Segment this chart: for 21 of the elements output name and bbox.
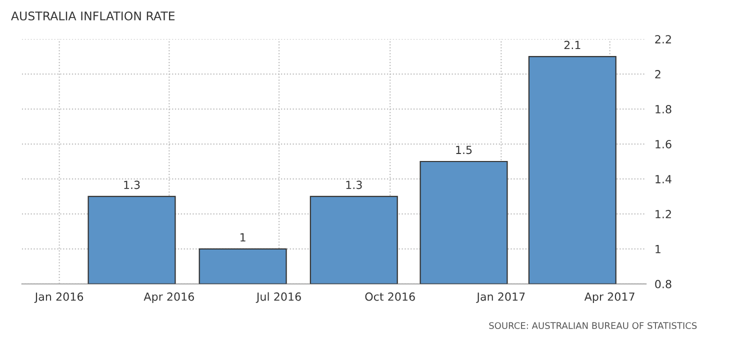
- x-tick-label: Jan 2016: [34, 292, 84, 303]
- y-tick-label: 1: [656, 245, 660, 254]
- x-tick-label: Oct 2016: [365, 292, 415, 301]
- y-tick-label: 2: [655, 70, 660, 78]
- y-tick-label: 1.2: [656, 210, 671, 218]
- y-tick-label: 1.8: [656, 105, 672, 114]
- x-tick-label: Jan 2017: [476, 292, 525, 303]
- data-label: 1.5: [456, 146, 472, 154]
- source-note: SOURCE: AUSTRALIAN BUREAU OF STATISTICS: [489, 322, 697, 330]
- data-label: 1.3: [124, 180, 140, 190]
- data-label: 2.1: [564, 40, 580, 50]
- x-tick-label: Apr 2016: [144, 292, 194, 303]
- chart-title: AUSTRALIA INFLATION RATE: [11, 11, 175, 20]
- y-tick-label: 1.4: [656, 175, 672, 184]
- y-tick-label: 0.8: [655, 280, 672, 288]
- x-tick-label: Apr 2017: [584, 292, 634, 303]
- y-tick-label: 1.6: [656, 140, 672, 148]
- data-label: 1: [240, 233, 246, 242]
- data-label: 1.3: [346, 180, 362, 190]
- y-tick-label: 2.2: [655, 35, 671, 44]
- x-tick-label: Jul 2016: [256, 292, 301, 303]
